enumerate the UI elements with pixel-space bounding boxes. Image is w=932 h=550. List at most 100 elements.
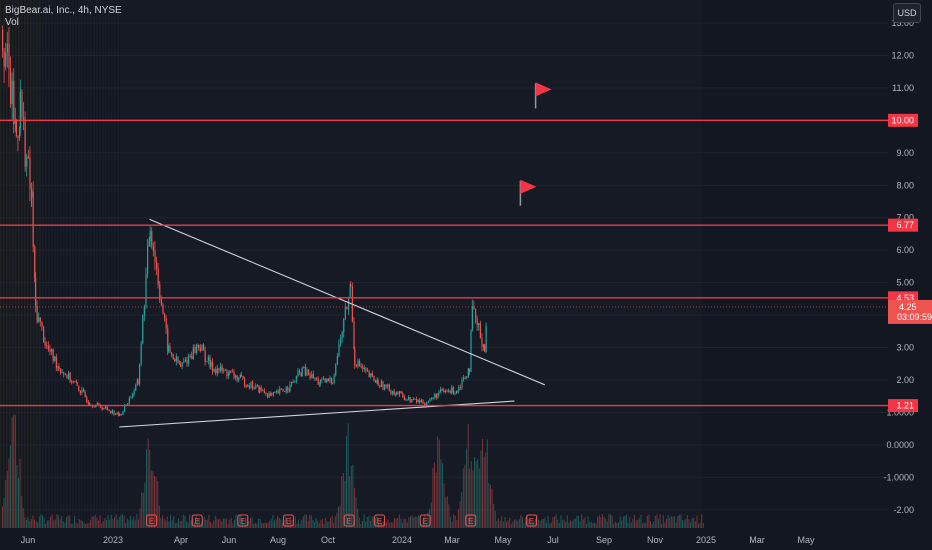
earnings-marker[interactable]: E (146, 514, 158, 527)
session-stripe (87, 0, 89, 528)
volume-bar (333, 522, 335, 528)
volume-bar (525, 517, 527, 528)
price-tick-label: 2.00 (896, 375, 914, 385)
volume-bar (214, 515, 216, 528)
volume-bar (275, 519, 277, 528)
volume-bar (461, 492, 463, 528)
descending-resistance-trendline[interactable] (149, 218, 546, 386)
candle-body (448, 390, 450, 392)
volume-bar (6, 471, 8, 528)
volume-bar (693, 518, 695, 528)
volume-bar (522, 516, 523, 528)
volume-bar (90, 519, 91, 528)
volume-bar (179, 521, 181, 528)
earnings-marker[interactable]: E (374, 514, 386, 527)
candle-body (111, 410, 113, 414)
candle-body (357, 360, 359, 367)
candle-body (463, 377, 465, 380)
candle-body (301, 368, 303, 376)
time-tick-label: Jun (21, 535, 36, 545)
volume-indicator-label[interactable]: Vol (5, 17, 19, 28)
candle-body (303, 366, 305, 369)
candle-body (265, 393, 267, 395)
time-tick-label: Aug (270, 535, 286, 545)
volume-bar (40, 514, 42, 528)
bar-countdown-label: 03:09:59 (897, 312, 932, 322)
candle-body (456, 390, 458, 392)
volume-bar (32, 515, 34, 528)
volume-bar (595, 523, 597, 528)
volume-bar (443, 483, 445, 528)
earnings-marker[interactable]: E (282, 514, 294, 527)
volume-bar (586, 523, 587, 528)
candle-body (47, 345, 49, 350)
earnings-marker[interactable]: E (465, 514, 477, 527)
candle-body (397, 391, 399, 395)
earnings-marker[interactable]: E (343, 514, 355, 527)
symbol-title[interactable]: BigBear.ai, Inc., 4h, NYSE (5, 5, 122, 16)
candle-body (88, 403, 90, 406)
time-tick-label: Mar (444, 535, 460, 545)
volume-bar (77, 523, 79, 528)
earnings-marker[interactable]: E (419, 514, 431, 527)
candle-body (213, 369, 215, 372)
earnings-marker[interactable]: E (191, 514, 203, 527)
candle-body (34, 246, 36, 279)
volume-bar (629, 516, 631, 528)
volume-bar (250, 518, 251, 528)
volume-bar (11, 417, 13, 528)
earnings-marker[interactable]: E (526, 514, 538, 527)
time-axis-bg[interactable] (0, 528, 888, 550)
volume-bar (56, 514, 58, 528)
volume-bar (501, 516, 503, 528)
earnings-marker[interactable]: E (237, 514, 249, 527)
volume-bar (526, 514, 528, 528)
session-stripe (24, 0, 26, 528)
volume-bar (104, 517, 106, 528)
candle-body (10, 68, 12, 104)
volume-bar (454, 515, 456, 528)
volume-bar (285, 516, 287, 528)
candle-body (412, 399, 414, 401)
volume-bar (584, 517, 586, 528)
currency-button[interactable]: USD (893, 3, 921, 23)
candle-body (327, 378, 329, 382)
candle-body (43, 327, 45, 343)
volume-bar (262, 523, 264, 528)
volume-bar (669, 517, 671, 528)
price-axis: 13.00 12.00 11.00 10.00 9.00 8.00 7.00 6.00 5.00… (883, 0, 932, 550)
candle-body (387, 384, 389, 387)
volume-bar (651, 523, 653, 528)
candle-body (142, 315, 144, 344)
candle-body (464, 377, 466, 379)
volume-bar (546, 523, 547, 528)
volume-bar (125, 523, 127, 528)
volume-bar (64, 522, 66, 528)
session-stripe (33, 0, 35, 528)
volume-bar (573, 519, 575, 528)
candle-body (21, 91, 23, 118)
candle-body (71, 381, 73, 383)
flag-marker[interactable] (519, 179, 537, 206)
volume-bar (638, 518, 640, 528)
candle-body (395, 391, 397, 394)
volume-bar (456, 519, 458, 528)
price-axis-bg[interactable] (888, 0, 932, 550)
volume-bar (344, 480, 346, 528)
flag-marker[interactable] (534, 82, 552, 109)
candle-body (79, 390, 81, 394)
volume-bar (621, 520, 623, 528)
candle-body (309, 375, 311, 378)
volume-bar (531, 521, 533, 528)
candle-body (156, 261, 158, 269)
candle-body (26, 156, 28, 167)
volume-bar (566, 515, 568, 528)
volume-bar (194, 522, 195, 528)
volume-bar (552, 517, 554, 528)
volume-bar (685, 518, 687, 528)
candle-body (113, 410, 115, 415)
candle-body (184, 359, 186, 362)
candle-body (218, 368, 220, 371)
candle-body (239, 375, 241, 379)
